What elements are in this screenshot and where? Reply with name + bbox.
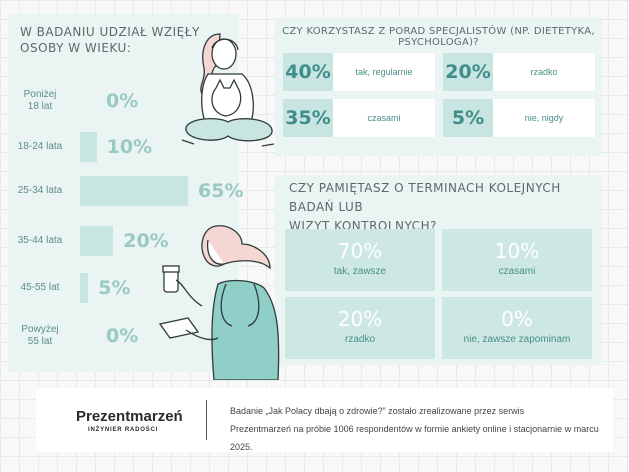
age-chart-title: W BADANIU UDZIAŁ WZIĘŁY OSOBY W WIEKU: [20,25,200,55]
footer-divider [206,400,207,440]
age-category-label: Powyżej 55 lat [21,324,59,347]
age-value-label: 20% [123,230,169,252]
specialist-answer-percent: 20% [443,53,493,91]
specialist-answer-card: 5% nie, nigdy [443,99,595,137]
checkup-answer-card: 20% rzadko [285,297,435,359]
age-category-label: Poniżej 18 lat [23,89,57,112]
specialist-answer-label: rzadko [530,67,558,77]
woman-with-cat-illustration [181,33,275,147]
age-chart-panel: W BADANIU UDZIAŁ WZIĘŁY OSOBY W WIEKU: P… [8,14,243,372]
age-bar [80,176,188,206]
specialist-answer-percent: 35% [283,99,333,137]
checkup-answer-label: nie, zawsze zapominam [463,334,571,345]
age-bar-row: 18-24 lata 10% [8,130,308,164]
checkup-answer-percent: 20% [337,307,383,331]
survey-note-line: Badanie „Jak Polacy dbają o zdrowie?” zo… [230,406,525,416]
age-category-label: 35-44 lata [17,235,63,246]
specialist-answer-card: 40% tak, regularnie [283,53,435,91]
survey-note: Badanie „Jak Polacy dbają o zdrowie?” zo… [230,402,610,456]
age-value-label: 10% [106,136,153,158]
checkup-answer-percent: 70% [337,239,383,263]
age-value-label: 65% [198,180,244,202]
specialist-answer-label: czasami [367,113,401,123]
survey-note-line: Prezentmarzeń na próbie 1006 respondentó… [230,424,599,452]
checkup-answer-label: rzadko [344,334,375,345]
age-category-label: 18-24 lata [17,141,63,152]
checkup-answer-card: 70% tak, zawsze [285,229,435,291]
age-bar-row: 45-55 lat 5% [8,271,308,305]
specialist-answer-percent: 5% [443,99,493,137]
age-value-label: 0% [106,90,139,112]
age-bar [80,132,97,162]
checkup-question: CZY PAMIĘTASZ O TERMINACH KOLEJNYCH BADA… [289,179,589,236]
checkup-panel: CZY PAMIĘTASZ O TERMINACH KOLEJNYCH BADA… [275,175,602,365]
brand-tagline: INŻYNIER RADOŚCI [88,427,159,433]
age-bar-row: 35-44 lata 20% [8,224,308,258]
footer: Prezentmarzeń INŻYNIER RADOŚCI Badanie „… [36,388,613,452]
specialist-panel: CZY KORZYSTASZ Z PORAD SPECJALISTÓW (NP.… [275,18,602,156]
specialist-answer-label: tak, regularnie [355,67,413,77]
checkup-question-line: CZY PAMIĘTASZ O TERMINACH KOLEJNYCH BADA… [289,181,561,214]
specialist-answer-card: 35% czasami [283,99,435,137]
age-category-label: 25-34 lata [17,185,63,196]
checkup-answer-label: tak, zawsze [333,266,387,277]
checkup-answer-percent: 0% [501,307,533,331]
checkup-answer-label: czasami [498,266,536,277]
brand-logo: Prezentmarzeń [76,408,183,425]
age-value-label: 5% [98,277,131,299]
age-bar-row: 25-34 lata 65% [8,174,308,208]
specialist-question: CZY KORZYSTASZ Z PORAD SPECJALISTÓW (NP.… [282,26,595,48]
specialist-answer-percent: 40% [283,53,333,91]
nurse-illustration [158,225,280,380]
age-category-label: 45-55 lat [20,282,60,293]
specialist-answer-label: nie, nigdy [524,113,564,123]
age-bar [80,226,114,256]
specialist-answer-card: 20% rzadko [443,53,595,91]
checkup-answer-card: 10% czasami [442,229,592,291]
checkup-answer-percent: 10% [494,239,540,263]
checkup-answer-card: 0% nie, zawsze zapominam [442,297,592,359]
age-bar-row: Poniżej 18 lat 0% [8,84,308,118]
age-bar-row: Powyżej 55 lat 0% [8,319,308,353]
age-bar [80,273,89,303]
age-value-label: 0% [106,325,139,347]
